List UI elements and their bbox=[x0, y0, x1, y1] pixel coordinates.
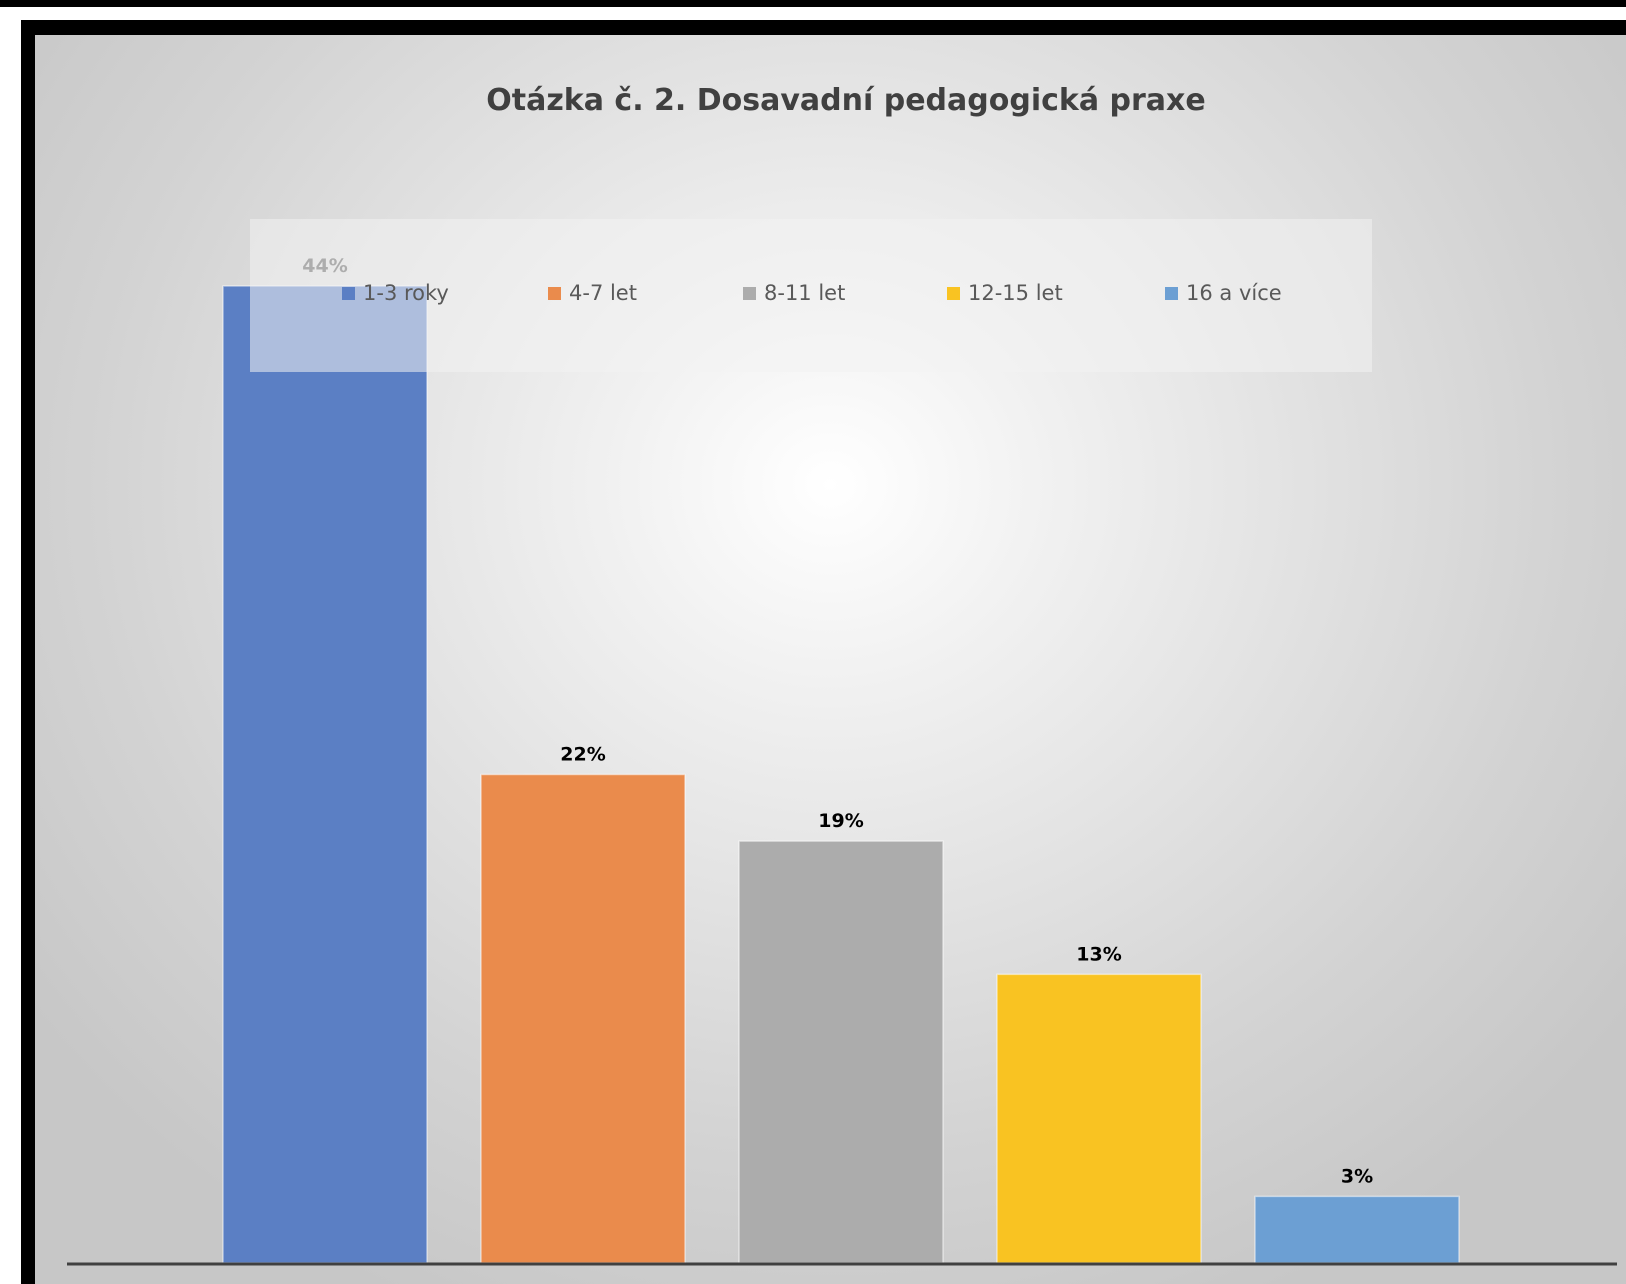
data-label-4: 13% bbox=[1076, 943, 1121, 965]
legend-swatch bbox=[1165, 286, 1178, 300]
bar-1 bbox=[222, 285, 428, 1264]
legend-swatch bbox=[743, 286, 756, 300]
legend-item-4-7-let: 4-7 let bbox=[548, 281, 637, 305]
legend-swatch bbox=[947, 286, 960, 300]
legend-swatch bbox=[342, 286, 355, 300]
data-label-3: 19% bbox=[818, 810, 863, 832]
plot-area: 44%22%19%13%3% bbox=[67, 255, 1617, 1266]
bar-3 bbox=[738, 840, 944, 1264]
legend-item-16-a-vice: 16 a více bbox=[1165, 281, 1282, 305]
bar-4 bbox=[996, 973, 1202, 1264]
legend-label: 8-11 let bbox=[764, 281, 846, 305]
bar-5 bbox=[1254, 1195, 1460, 1264]
legend-label: 4-7 let bbox=[569, 281, 637, 305]
top-border bbox=[0, 0, 1626, 7]
legend-label: 12-15 let bbox=[968, 281, 1063, 305]
legend-item-1-3-roky: 1-3 roky bbox=[342, 281, 449, 305]
legend-swatch bbox=[548, 286, 561, 300]
data-label-2: 22% bbox=[560, 744, 605, 766]
bar-2 bbox=[480, 773, 686, 1264]
data-label-5: 3% bbox=[1341, 1165, 1373, 1187]
legend-label: 1-3 roky bbox=[363, 281, 449, 305]
chart-area: Otázka č. 2. Dosavadní pedagogická praxe… bbox=[35, 35, 1626, 1284]
legend bbox=[250, 219, 1372, 372]
legend-item-12-15-let: 12-15 let bbox=[947, 281, 1063, 305]
legend-item-8-11-let: 8-11 let bbox=[743, 281, 845, 305]
legend-label: 16 a více bbox=[1186, 281, 1282, 305]
chart-title: Otázka č. 2. Dosavadní pedagogická praxe bbox=[486, 83, 1206, 118]
